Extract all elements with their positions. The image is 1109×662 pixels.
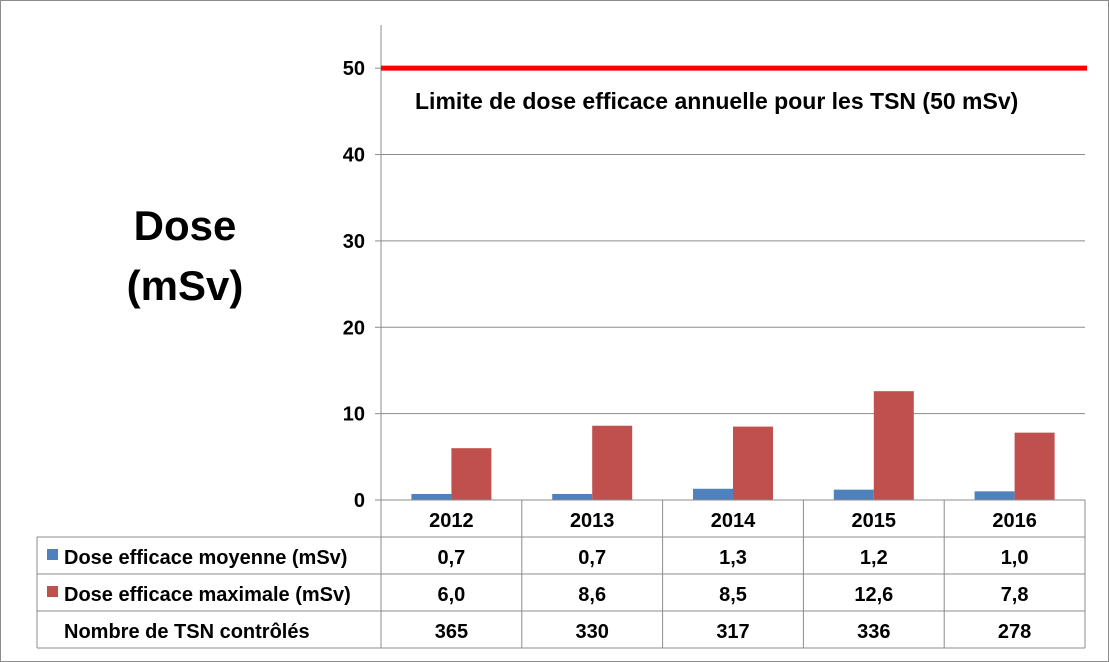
table-cell: 8,5 bbox=[719, 584, 747, 606]
category-label-2013: 2013 bbox=[570, 510, 615, 532]
reference-line-group: Limite de dose efficace annuelle pour le… bbox=[381, 65, 1087, 114]
bar-maximale-2014 bbox=[733, 426, 773, 500]
table-cell: 6,0 bbox=[437, 584, 465, 606]
category-label-2014: 2014 bbox=[711, 510, 756, 532]
table-cell: 1,0 bbox=[1001, 547, 1029, 569]
table-cell: 365 bbox=[435, 621, 468, 643]
table-cell: 336 bbox=[857, 621, 890, 643]
table-cell: 8,6 bbox=[578, 584, 606, 606]
table-cell: 12,6 bbox=[854, 584, 893, 606]
bar-moyenne-2016 bbox=[974, 491, 1015, 500]
bar-maximale-2013 bbox=[592, 425, 633, 500]
category-label-2016: 2016 bbox=[992, 510, 1037, 532]
table-cell: 1,3 bbox=[719, 547, 747, 569]
table-cell: 0,7 bbox=[578, 547, 606, 569]
table-cell: 278 bbox=[998, 621, 1031, 643]
table-cell: 1,2 bbox=[860, 547, 888, 569]
bar-moyenne-2012 bbox=[411, 493, 452, 500]
legend-key-moyenne bbox=[47, 549, 58, 560]
data-table: 2012 2013 2014 2015 2016 Dose efficace moyenn… bbox=[36, 499, 1086, 649]
bar-moyenne-2014 bbox=[693, 488, 733, 500]
y-tick-label: 50 bbox=[343, 58, 365, 80]
y-axis-label-line-1: Dose bbox=[133, 202, 237, 249]
y-axis-ticks: 0 10 20 30 40 50 bbox=[343, 58, 365, 512]
bar-maximale-2012 bbox=[451, 448, 492, 500]
bar-maximale-2015 bbox=[873, 391, 914, 500]
reference-line-label: Limite de dose efficace annuelle pour le… bbox=[415, 88, 1018, 114]
y-axis-label-line-2: (mSv) bbox=[126, 262, 244, 309]
y-tick-label: 30 bbox=[343, 231, 365, 253]
y-tick-label: 0 bbox=[354, 490, 365, 512]
legend-label-moyenne: Dose efficace moyenne (mSv) bbox=[64, 547, 347, 569]
legend-label-maximale: Dose efficace maximale (mSv) bbox=[64, 584, 351, 606]
category-label-2015: 2015 bbox=[852, 510, 897, 532]
y-axis-label: Dose (mSv) bbox=[95, 196, 275, 316]
table-row-label-nombre: Nombre de TSN contrôlés bbox=[64, 621, 310, 643]
bar-moyenne-2015 bbox=[833, 489, 874, 500]
y-tick-label: 20 bbox=[343, 317, 365, 339]
category-label-2012: 2012 bbox=[429, 510, 474, 532]
table-cell: 7,8 bbox=[1001, 584, 1029, 606]
y-tick-label: 40 bbox=[343, 145, 365, 167]
table-cell: 317 bbox=[716, 621, 749, 643]
bar-moyenne-2013 bbox=[552, 493, 593, 500]
legend-key-maximale bbox=[47, 586, 58, 597]
bars bbox=[411, 391, 1055, 500]
table-cell: 0,7 bbox=[437, 547, 465, 569]
bar-maximale-2016 bbox=[1014, 432, 1055, 500]
y-tick-label: 10 bbox=[343, 404, 365, 426]
table-cell: 330 bbox=[576, 621, 609, 643]
